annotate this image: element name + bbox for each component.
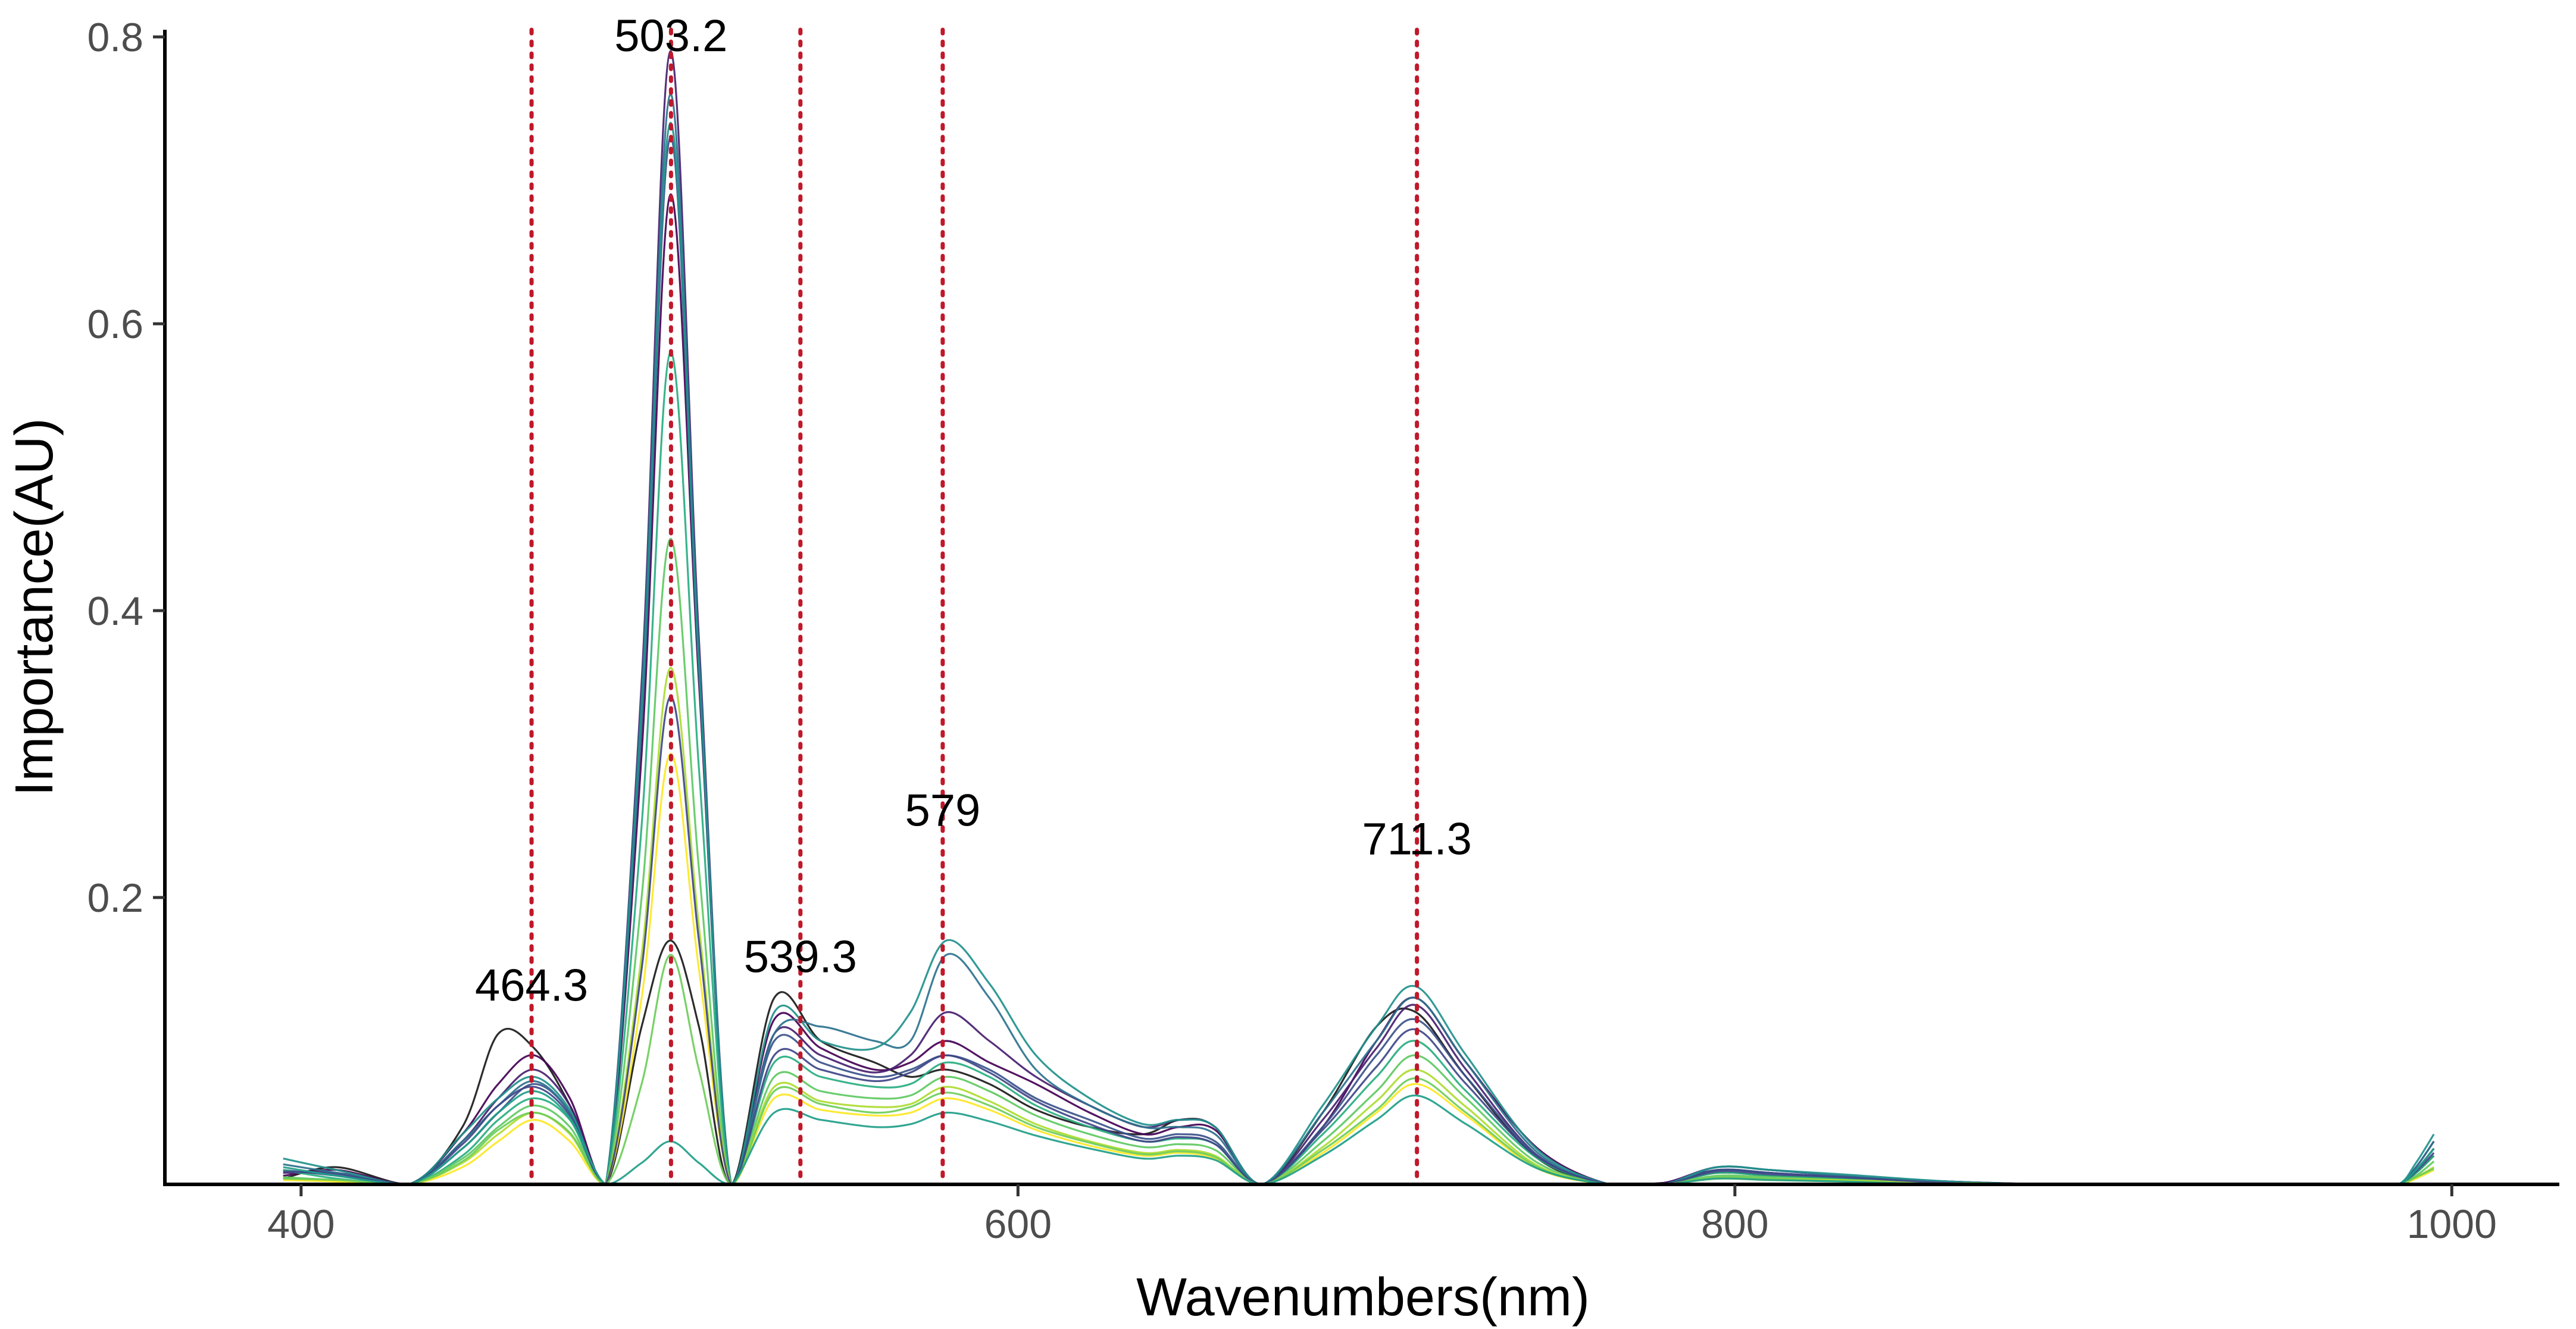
axis-ticks: 400 600 800 1000 0.2 0.4 0.6 0.8 (87, 15, 2496, 1247)
peak-labels: 464.3 503.2 539.3 579 711.3 (475, 11, 1472, 1011)
y-tick-label-4: 0.8 (87, 15, 143, 60)
peak-label-3: 539.3 (744, 931, 857, 982)
spectrum-line-2 (283, 193, 2435, 1186)
spectrum-line-7 (283, 351, 2435, 1186)
x-tick-label-3: 800 (1701, 1202, 1768, 1247)
spectrum-line-13 (283, 1090, 2435, 1186)
spectrum-line-3 (283, 50, 2435, 1186)
y-tick-label-1: 0.2 (87, 875, 143, 921)
spectrum-line-11 (283, 695, 2435, 1186)
peak-label-4: 579 (905, 786, 980, 836)
spectrum-line-1 (283, 939, 2435, 1186)
x-axis-title: Wavenumbers(nm) (1136, 1268, 1590, 1327)
y-tick-label-3: 0.6 (87, 302, 143, 347)
peak-label-2: 503.2 (614, 11, 727, 61)
spectral-curves (283, 50, 2435, 1186)
peak-label-5: 711.3 (1362, 814, 1472, 865)
peak-label-1: 464.3 (475, 961, 588, 1011)
spectrum-line-4 (283, 136, 2435, 1186)
x-tick-label-2: 600 (984, 1202, 1052, 1247)
x-tick-label-4: 1000 (2407, 1202, 2497, 1247)
x-tick-label-1: 400 (267, 1202, 334, 1247)
spectrum-line-9 (283, 667, 2434, 1186)
spectrum-line-5 (283, 93, 2435, 1186)
spectrum-line-6 (283, 121, 2435, 1186)
spectrum-line-10 (283, 753, 2434, 1186)
axes (163, 30, 2559, 1186)
y-axis-title: Importance(AU) (5, 418, 64, 796)
y-tick-label-2: 0.4 (87, 589, 143, 634)
peak-markers (529, 27, 1420, 1187)
